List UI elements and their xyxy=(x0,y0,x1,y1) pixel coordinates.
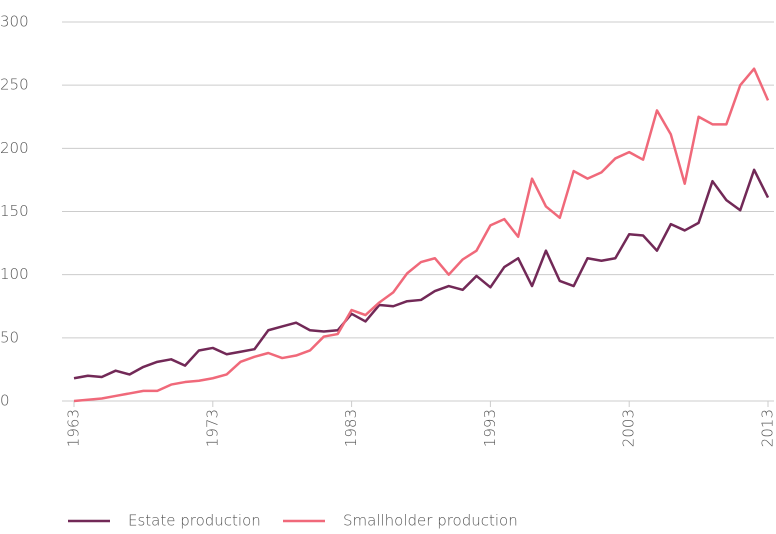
y-tick-label: 100 xyxy=(0,265,29,283)
y-tick-label: 250 xyxy=(0,76,29,94)
legend-label: Smallholder production xyxy=(343,512,518,530)
y-tick-label: 150 xyxy=(0,202,29,220)
y-tick-label: 300 xyxy=(0,13,29,31)
series-line xyxy=(73,168,770,380)
x-tick-label: 2003 xyxy=(620,409,638,447)
x-tick-label: 2013 xyxy=(759,409,776,447)
x-tick-label: 1963 xyxy=(65,409,83,447)
y-tick-label: 200 xyxy=(0,139,29,157)
x-tick-label: 1973 xyxy=(203,409,221,447)
y-tick-label: 50 xyxy=(0,328,19,346)
x-tick-label: 1993 xyxy=(481,409,499,447)
series-line xyxy=(73,67,770,403)
y-tick-label: 0 xyxy=(0,392,10,410)
x-tick-label: 1983 xyxy=(342,409,360,447)
legend-label: Estate production xyxy=(128,512,261,530)
